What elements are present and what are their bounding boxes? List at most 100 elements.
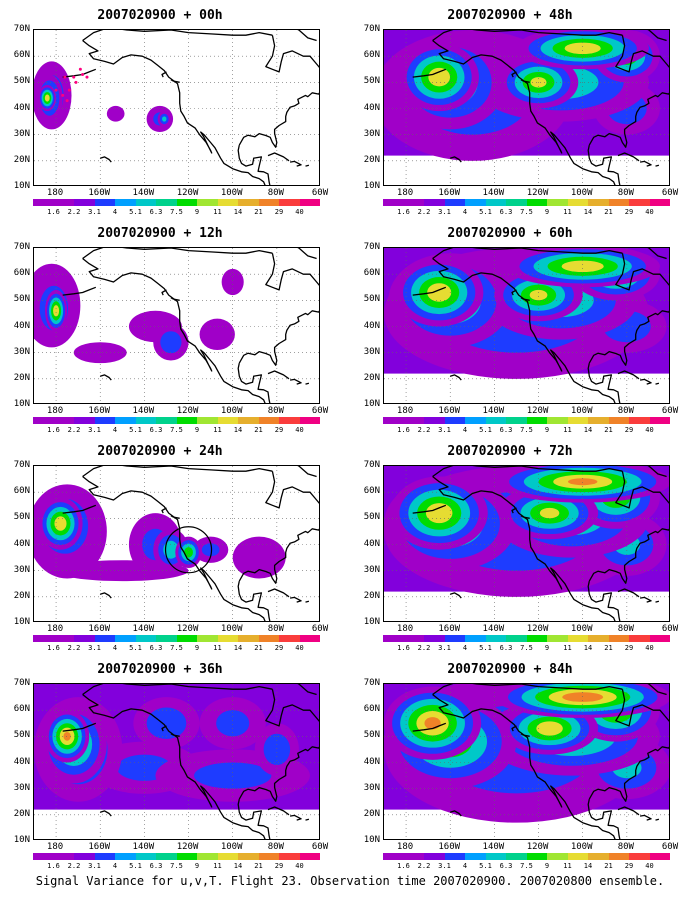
colorbar-level-label: 9 bbox=[544, 426, 550, 434]
colorbar-level-label: 40 bbox=[645, 644, 654, 652]
colorbar-swatch bbox=[74, 635, 95, 642]
colorbar-swatch bbox=[74, 417, 95, 424]
lat-label: 20N bbox=[363, 372, 380, 383]
lat-label: 70N bbox=[363, 24, 380, 34]
colorbar-level-label: 11 bbox=[563, 644, 572, 652]
lat-label: 60N bbox=[363, 50, 380, 61]
coastline bbox=[170, 297, 180, 301]
coastline bbox=[412, 286, 447, 296]
colorbar-level-label: 2.2 bbox=[417, 644, 431, 652]
colorbar-level-label: 3.1 bbox=[88, 862, 101, 870]
variance-contour bbox=[561, 260, 604, 273]
coastline bbox=[412, 722, 447, 732]
map-panel-p48: 2007020900 + 48h 70N 60N 50N 40N 30N 20N 10N 180… bbox=[350, 0, 680, 216]
lon-label: 100W bbox=[220, 188, 243, 198]
colorbar-swatch bbox=[444, 853, 465, 860]
coastline bbox=[432, 39, 616, 185]
lat-label: 20N bbox=[363, 590, 380, 601]
colorbar-level-label: 29 bbox=[624, 644, 634, 652]
coastline bbox=[238, 310, 319, 366]
colorbar-level-label: 2.2 bbox=[417, 862, 431, 870]
coastline bbox=[238, 528, 319, 584]
colorbar-swatch bbox=[649, 199, 670, 206]
colorbar-level-label: 7.5 bbox=[520, 644, 533, 652]
colorbar-swatch bbox=[53, 853, 74, 860]
coastline bbox=[432, 684, 623, 696]
variance-contour bbox=[106, 105, 125, 122]
coastline bbox=[511, 71, 517, 78]
lon-label: 120W bbox=[176, 188, 199, 198]
coastline bbox=[82, 39, 266, 185]
colorbar-swatch bbox=[608, 199, 629, 206]
colorbar-level-label: 1.6 bbox=[47, 644, 60, 652]
colorbar-swatch bbox=[629, 199, 650, 206]
colorbar-level-label: 11 bbox=[213, 426, 222, 434]
colorbar bbox=[383, 853, 670, 860]
lon-label: 180 bbox=[46, 406, 64, 416]
coastline bbox=[432, 248, 623, 260]
lat-label: 30N bbox=[13, 346, 30, 357]
lat-label: 20N bbox=[13, 590, 30, 601]
colorbar-swatch bbox=[403, 853, 424, 860]
coastline bbox=[615, 689, 669, 727]
colorbar-level-label: 21 bbox=[254, 644, 263, 652]
lat-label: 50N bbox=[363, 76, 380, 87]
colorbar-swatch bbox=[403, 199, 424, 206]
colorbar-swatch bbox=[33, 635, 54, 642]
lon-label: 120W bbox=[526, 842, 549, 852]
coastline bbox=[639, 814, 652, 821]
colorbar-swatch bbox=[444, 635, 465, 642]
colorbar bbox=[33, 199, 320, 206]
coastline bbox=[615, 35, 669, 73]
colorbar-swatch bbox=[608, 635, 629, 642]
colorbar-level-label: 9 bbox=[194, 862, 200, 870]
target-circle bbox=[164, 526, 213, 574]
colorbar-level-label: 5.1 bbox=[129, 208, 142, 216]
variance-contour bbox=[163, 540, 179, 559]
colorbar-swatch bbox=[53, 199, 74, 206]
colorbar-level-label: 5.1 bbox=[479, 644, 492, 652]
coastline bbox=[450, 592, 462, 599]
coastline bbox=[161, 507, 167, 514]
colorbar-swatch bbox=[567, 635, 588, 642]
colorbar-swatch bbox=[238, 853, 259, 860]
coastline bbox=[267, 588, 290, 598]
coastline bbox=[82, 475, 266, 621]
coastline bbox=[588, 310, 669, 366]
coastline bbox=[655, 818, 660, 821]
map-svg bbox=[384, 30, 669, 185]
variance-contour bbox=[221, 268, 244, 296]
colorbar-swatch bbox=[629, 635, 650, 642]
coastline bbox=[617, 152, 640, 162]
colorbar-swatch bbox=[444, 199, 465, 206]
colorbar-level-label: 1.6 bbox=[47, 208, 60, 216]
coastline bbox=[170, 515, 180, 519]
map-panel-p00: 2007020900 + 00h 70N 60N 50N 40N 30N 20N 10N 180… bbox=[0, 0, 330, 216]
lon-label: 120W bbox=[176, 842, 199, 852]
colorbar-swatch bbox=[279, 199, 300, 206]
colorbar-level-label: 1.6 bbox=[397, 426, 410, 434]
colorbar-swatch bbox=[567, 199, 588, 206]
map-panel-p84: 2007020900 + 84h 70N 60N 50N 40N 30N 20N 10N 180… bbox=[350, 654, 680, 870]
colorbar-swatch bbox=[197, 199, 218, 206]
variance-contour bbox=[184, 547, 193, 558]
colorbar-level-label: 4 bbox=[462, 644, 468, 652]
colorbar-swatch bbox=[156, 417, 177, 424]
lon-label: 120W bbox=[176, 624, 199, 634]
coastline bbox=[82, 30, 273, 42]
variance-contour bbox=[529, 289, 548, 301]
colorbar-swatch bbox=[115, 199, 136, 206]
lon-label: 180 bbox=[396, 624, 414, 634]
colorbar-level-label: 40 bbox=[645, 862, 654, 870]
colorbar-swatch bbox=[238, 635, 259, 642]
variance-map bbox=[33, 247, 320, 404]
colorbar-level-label: 11 bbox=[213, 862, 222, 870]
map-panel-p24: 2007020900 + 24h 70N 60N 50N 40N 30N 20N 10N 180… bbox=[0, 436, 330, 652]
lon-label: 60W bbox=[311, 188, 329, 198]
colorbar-level-label: 7.5 bbox=[170, 426, 183, 434]
lon-label: 180 bbox=[46, 188, 64, 198]
colorbar-swatch bbox=[279, 853, 300, 860]
colorbar-level-label: 4 bbox=[462, 208, 468, 216]
colorbar-swatch bbox=[238, 199, 259, 206]
variance-contour bbox=[54, 516, 67, 531]
